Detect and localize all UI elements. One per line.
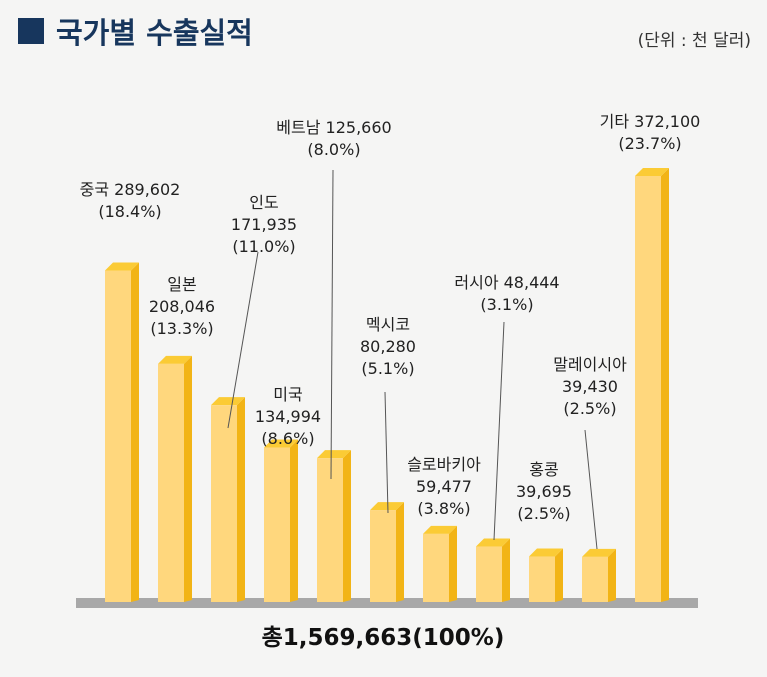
leader-line-2 (227, 251, 259, 429)
value-label-8: 39,695 (516, 482, 572, 501)
category-label-6: 슬로바키아 (407, 455, 481, 474)
category-value-label-10: 기타 372,100 (600, 112, 701, 131)
percent-label-4: (8.0%) (307, 140, 360, 159)
bar-side-7 (502, 538, 510, 602)
bar-0 (105, 270, 131, 602)
bar-top-7 (476, 538, 510, 547)
category-value-label-0: 중국 289,602 (80, 180, 181, 199)
bar-3 (264, 447, 290, 602)
percent-label-2: (11.0%) (232, 237, 295, 256)
chart-title: 국가별 수출실적 (56, 16, 253, 50)
bar-top-5 (370, 502, 404, 511)
value-label-5: 80,280 (360, 337, 416, 356)
total-label: 총1,569,663(100%) (262, 625, 505, 651)
bar-side-2 (237, 397, 245, 602)
percent-label-9: (2.5%) (563, 399, 616, 418)
bar-7 (476, 546, 502, 602)
percent-label-1: (13.3%) (150, 319, 213, 338)
bar-side-5 (396, 502, 404, 602)
bar-9 (582, 556, 608, 602)
value-label-3: 134,994 (255, 407, 321, 426)
bar-2 (211, 405, 237, 602)
bar-10 (635, 176, 661, 602)
category-label-3: 미국 (273, 385, 302, 404)
bar-5 (370, 510, 396, 602)
bar-side-0 (131, 262, 139, 602)
category-label-5: 멕시코 (366, 315, 410, 334)
value-label-1: 208,046 (149, 297, 215, 316)
percent-label-8: (2.5%) (517, 504, 570, 523)
bar-side-8 (555, 548, 563, 602)
bar-4 (317, 458, 343, 602)
category-value-label-4: 베트남 125,660 (276, 118, 391, 137)
category-value-label-7: 러시아 48,444 (454, 273, 559, 292)
leader-line-7 (493, 321, 505, 541)
bar-side-1 (184, 355, 192, 602)
bar-side-6 (449, 525, 457, 602)
bar-8 (529, 556, 555, 602)
category-label-1: 일본 (167, 275, 196, 294)
leader-line-9 (584, 429, 598, 550)
bar-side-9 (608, 548, 616, 602)
bar-top-3 (264, 439, 298, 448)
bar-6 (423, 533, 449, 602)
bar-top-4 (317, 450, 351, 459)
category-label-9: 말레이시아 (553, 355, 627, 374)
bar-side-3 (290, 439, 298, 602)
title-square-icon (18, 18, 44, 44)
value-label-2: 171,935 (231, 215, 297, 234)
bar-top-6 (423, 525, 457, 534)
category-label-2: 인도 (249, 193, 278, 212)
percent-label-3: (8.6%) (261, 429, 314, 448)
baseline (76, 598, 698, 608)
bar-top-8 (529, 548, 563, 557)
bar-side-4 (343, 450, 351, 602)
bar-side-10 (661, 168, 669, 602)
bar-top-10 (635, 168, 669, 176)
percent-label-5: (5.1%) (361, 359, 414, 378)
chart-header: 국가별 수출실적 (단위 : 천 달러) (0, 0, 767, 70)
bar-top-0 (105, 262, 139, 271)
unit-label: (단위 : 천 달러) (637, 31, 751, 51)
leader-line-5 (384, 391, 389, 514)
percent-label-7: (3.1%) (480, 295, 533, 314)
percent-label-0: (18.4%) (98, 202, 161, 221)
bar-top-9 (582, 548, 616, 557)
bar-1 (158, 363, 184, 602)
bar-top-2 (211, 397, 245, 406)
leader-line-4 (330, 169, 334, 480)
percent-label-6: (3.8%) (417, 499, 470, 518)
bar-top-1 (158, 355, 192, 364)
category-label-8: 홍콩 (529, 460, 558, 479)
value-label-6: 59,477 (416, 477, 472, 496)
value-label-9: 39,430 (562, 377, 618, 396)
percent-label-10: (23.7%) (618, 134, 681, 153)
